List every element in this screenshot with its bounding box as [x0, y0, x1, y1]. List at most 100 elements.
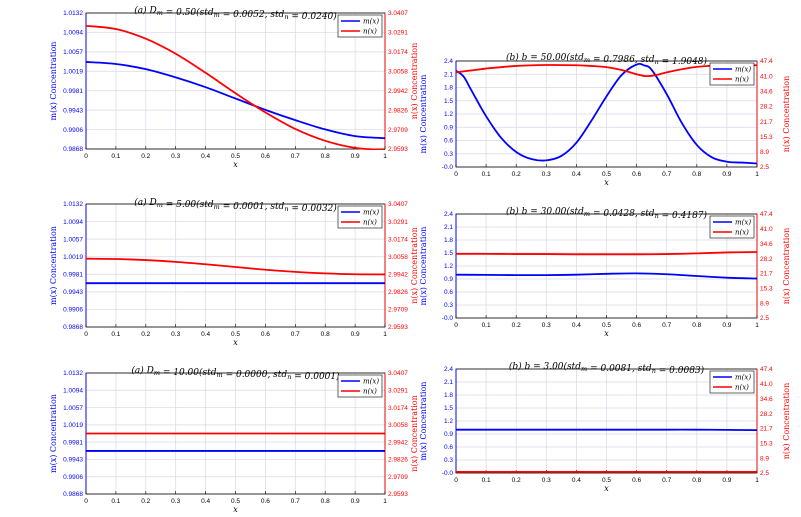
- x-tick-label: 0.1: [111, 153, 120, 160]
- x-tick-label: 0.5: [602, 171, 611, 178]
- chart-title: (b) b = 30.00(stdm = 0.0428, stdn = 0.41…: [506, 206, 708, 221]
- y-right-tick-label: 2.9709: [388, 127, 408, 134]
- y-left-tick-label: 1.0019: [63, 68, 83, 75]
- y-right-tick-label: 2.9942: [388, 88, 408, 95]
- chart-title: (a) Dm = 0.50(stdm = 0.0052, stdn = 0.02…: [134, 5, 337, 22]
- y-right-tick-label: 8.9: [760, 300, 769, 307]
- x-tick-label: 0.1: [482, 477, 491, 484]
- x-tick-label: 0.5: [231, 153, 240, 160]
- y-right-tick-label: 3.0407: [388, 370, 408, 377]
- y-right-tick-label: 2.9593: [388, 146, 408, 153]
- x-tick-label: 0.4: [201, 498, 210, 505]
- y-left-tick-label: 0.9943: [63, 289, 83, 296]
- x-axis-label: x: [604, 484, 609, 493]
- chart-panel-6: 0 0.1 0.2 0.3 0.4 0.5 0.6 0.7 0.8 0.9 1 -0.0 0.3 0.6 0…: [419, 361, 791, 493]
- y-right-tick-label: 8.9: [760, 149, 769, 156]
- y-left-tick-label: 1.5: [444, 98, 453, 105]
- y-left-tick-label: 1.0057: [63, 405, 83, 412]
- x-tick-label: 0.4: [572, 477, 581, 484]
- y-right-tick-label: 2.5: [760, 315, 769, 322]
- x-tick-label: 0.7: [662, 477, 671, 484]
- y-left-tick-label: 1.0094: [63, 30, 83, 37]
- y-right-tick-label: 15.3: [760, 440, 773, 447]
- y-left-axis-label: m(x) Concentration: [419, 382, 428, 461]
- y-left-tick-label: 0.3: [444, 302, 453, 309]
- y-left-tick-label: 0.9: [444, 431, 453, 438]
- y-right-tick-label: 15.3: [760, 134, 773, 141]
- y-left-tick-label: -0.0: [442, 470, 454, 477]
- x-tick-label: 0.5: [231, 498, 240, 505]
- x-axis-label: x: [604, 178, 609, 187]
- y-left-tick-label: 1.5: [444, 405, 453, 412]
- y-left-tick-label: 1.0019: [63, 254, 83, 261]
- x-tick-label: 0.7: [291, 153, 300, 160]
- x-tick-label: 0.8: [321, 331, 330, 338]
- y-right-tick-label: 2.9942: [388, 439, 408, 446]
- y-left-tick-label: 1.0132: [63, 10, 83, 17]
- y-right-tick-label: 3.0058: [388, 68, 408, 75]
- y-right-tick-label: 3.0058: [388, 422, 408, 429]
- y-left-tick-label: 1.0094: [63, 387, 83, 394]
- legend-label-n: n(x): [363, 28, 377, 36]
- y-right-tick-label: 47.4: [760, 58, 773, 65]
- y-right-tick-label: 2.9593: [388, 324, 408, 331]
- y-left-tick-label: 1.0019: [63, 422, 83, 429]
- chart-panel-2: 0 0.1 0.2 0.3 0.4 0.5 0.6 0.7 0.8 0.9 1 0.9868 0.990…: [49, 197, 419, 347]
- x-tick-label: 0.4: [572, 322, 581, 329]
- y-left-tick-label: 2.4: [444, 366, 453, 373]
- x-tick-label: 1: [383, 498, 387, 505]
- series-line-n: [86, 257, 385, 276]
- x-tick-label: 0.3: [542, 477, 551, 484]
- y-left-axis-label: m(x) Concentration: [49, 226, 58, 305]
- y-right-tick-label: 2.9826: [388, 457, 408, 464]
- y-left-tick-label: 1.0057: [63, 236, 83, 243]
- legend-label-n: n(x): [363, 388, 377, 396]
- y-right-tick-label: 15.3: [760, 285, 773, 292]
- y-left-tick-label: 1.0132: [63, 201, 83, 208]
- x-tick-label: 0.6: [632, 322, 641, 329]
- x-tick-label: 0.9: [351, 498, 360, 505]
- y-right-tick-label: 21.7: [760, 271, 773, 278]
- y-right-tick-label: 2.9826: [388, 289, 408, 296]
- x-tick-label: 0.2: [512, 171, 521, 178]
- y-left-tick-label: 0.3: [444, 151, 453, 158]
- x-tick-label: 0.7: [662, 322, 671, 329]
- legend-label-n: n(x): [735, 384, 749, 392]
- y-right-axis-label: n(x) Concentration: [782, 228, 791, 304]
- x-tick-label: 0.1: [482, 322, 491, 329]
- x-tick-label: 0.9: [722, 171, 731, 178]
- y-right-tick-label: 34.6: [760, 396, 773, 403]
- series-line-n: [86, 24, 385, 150]
- y-left-tick-label: 0.9868: [63, 324, 83, 331]
- x-tick-label: 0.6: [632, 477, 641, 484]
- chart-title: (b) b = 3.00(stdm = 0.0081, stdn = 0.008…: [509, 361, 705, 376]
- y-left-tick-label: 1.2: [444, 111, 453, 118]
- x-tick-label: 0.5: [231, 331, 240, 338]
- x-tick-label: 0.8: [692, 322, 701, 329]
- y-right-tick-label: 2.9593: [388, 491, 408, 498]
- y-right-tick-label: 28.2: [760, 104, 773, 111]
- y-right-tick-label: 2.5: [760, 164, 769, 171]
- x-tick-label: 0.5: [602, 322, 611, 329]
- series-line-m: [456, 272, 757, 280]
- x-tick-label: 0.3: [171, 498, 180, 505]
- series-line-m: [86, 61, 385, 140]
- x-tick-label: 1: [383, 331, 387, 338]
- x-tick-label: 0.9: [722, 477, 731, 484]
- chart-panel-1: 0 0.1 0.2 0.3 0.4 0.5 0.6 0.7 0.8 0.9 1 0.9868 0.990…: [49, 5, 419, 169]
- y-right-tick-label: 8.9: [760, 455, 769, 462]
- y-right-tick-label: 3.0407: [388, 201, 408, 208]
- legend-label-m: m(x): [735, 219, 751, 227]
- x-tick-label: 0.3: [171, 153, 180, 160]
- y-left-tick-label: 0.9906: [63, 127, 83, 134]
- x-tick-label: 0.3: [542, 322, 551, 329]
- x-tick-label: 0.8: [321, 498, 330, 505]
- x-tick-label: 1: [755, 322, 759, 329]
- x-tick-label: 1: [383, 153, 387, 160]
- chart-panel-3: 0 0.1 0.2 0.3 0.4 0.5 0.6 0.7 0.8 0.9 1 0.9868 0.990…: [49, 365, 419, 514]
- y-left-tick-label: 0.6: [444, 444, 453, 451]
- x-tick-label: 0.6: [632, 171, 641, 178]
- y-right-tick-label: 41.0: [760, 226, 773, 233]
- chart-panel-4: 0 0.1 0.2 0.3 0.4 0.5 0.6 0.7 0.8 0.9 1 -0.0 0.3 0.6 0…: [419, 52, 791, 187]
- y-right-tick-label: 3.0174: [388, 236, 408, 243]
